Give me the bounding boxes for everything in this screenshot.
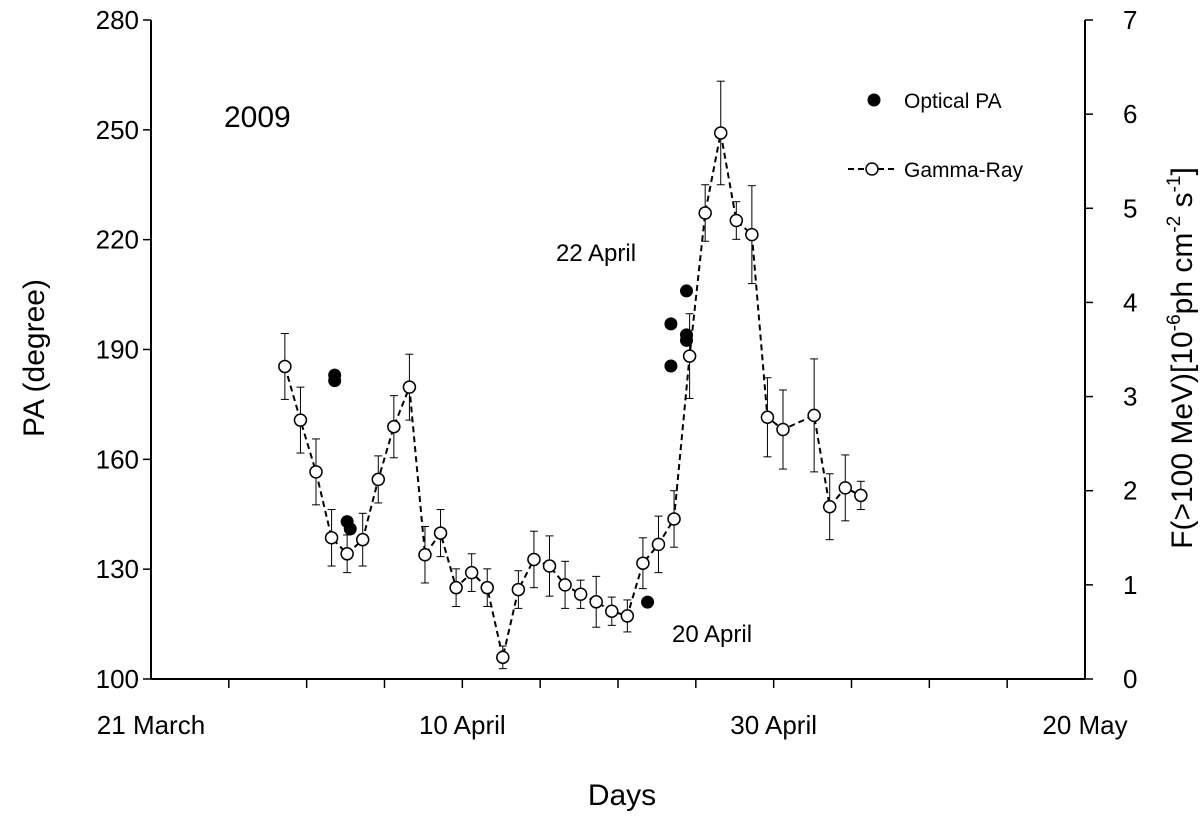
legend-optical-label: Optical PA	[904, 90, 1002, 113]
legend-optical-marker	[867, 93, 881, 107]
y-right-title-pre: F(>100 MeV)[10	[1166, 331, 1199, 549]
y-right-tick-label: 5	[1123, 193, 1137, 223]
gamma-ray-line	[283, 132, 862, 658]
optical-pa-point	[679, 333, 693, 347]
optical-pa-point	[641, 595, 655, 609]
gamma-ray-point	[760, 410, 775, 425]
y-right-title-exp1: -6	[1164, 314, 1185, 331]
gamma-ray-point	[667, 512, 681, 526]
y-axis-right-title: F(>100 MeV)[10-6ph cm-2 s-1]	[1164, 167, 1199, 549]
gamma-ray-point	[387, 419, 401, 434]
year-label: 2009	[224, 101, 291, 134]
gamma-ray-point	[511, 582, 526, 597]
gamma-ray-point	[682, 349, 697, 363]
optical-pa-point	[664, 359, 678, 373]
y-right-title-exp2: -2	[1164, 216, 1185, 233]
gamma-ray-point	[480, 580, 494, 595]
optical-pa-point	[664, 317, 678, 331]
y-right-tick-label: 4	[1123, 287, 1137, 317]
y-right-tick-label: 0	[1123, 664, 1137, 694]
gamma-ray-point	[698, 206, 712, 220]
gamma-ray-point	[449, 580, 463, 595]
y-right-title-mid: ph cm	[1166, 233, 1199, 315]
data-layer	[278, 80, 868, 670]
gamma-ray-point	[776, 422, 790, 437]
gamma-ray-point	[620, 609, 635, 623]
gamma-ray-point	[822, 499, 837, 514]
gamma-ray-point	[371, 472, 386, 487]
x-tick-label: 20 May	[1042, 710, 1127, 740]
gamma-ray-point	[496, 650, 510, 665]
y-left-tick-label: 130	[96, 554, 139, 584]
gamma-ray-point	[340, 547, 354, 561]
optical-pa-point	[343, 522, 357, 536]
gamma-ray-point	[838, 481, 853, 495]
gamma-ray-point	[713, 126, 728, 140]
optical-pa-point	[328, 374, 342, 388]
y-right-title-post: ]	[1166, 167, 1199, 175]
x-tick-label: 30 April	[730, 710, 817, 740]
gamma-ray-point	[402, 380, 417, 394]
y-right-title-mid2: s	[1166, 192, 1199, 215]
gamma-ray-point	[651, 537, 666, 552]
gamma-ray-point	[589, 595, 603, 609]
gamma-ray-point	[293, 413, 308, 427]
legend: Optical PA Gamma-Ray	[848, 90, 1024, 182]
gamma-ray-point	[745, 227, 759, 242]
gamma-ray-point	[464, 565, 479, 580]
legend-gamma-label: Gamma-Ray	[904, 159, 1024, 182]
gamma-ray-point	[324, 531, 339, 545]
y-right-tick-label: 1	[1123, 570, 1137, 600]
annotation-20-april: 20 April	[672, 621, 752, 648]
gamma-ray-point	[278, 359, 292, 374]
y-right-tick-label: 3	[1123, 382, 1137, 412]
x-axis-title: Days	[588, 779, 656, 812]
gamma-ray-point	[807, 408, 821, 423]
annotation-22-april: 22 April	[556, 240, 636, 267]
gamma-ray-point	[433, 526, 448, 540]
y-left-tick-label: 250	[96, 115, 139, 145]
gamma-ray-point	[309, 465, 323, 479]
gamma-ray-point	[542, 559, 557, 573]
gamma-ray-point	[355, 532, 370, 547]
axes-layer: 100 130 160 190 220 250 280 0 1 2 3 4 5 6 7 21 March 10 …	[96, 5, 1138, 740]
y-right-tick-label: 7	[1123, 5, 1137, 35]
gamma-ray-point	[605, 604, 619, 618]
gamma-ray-point	[573, 587, 588, 602]
gamma-ray-point	[636, 556, 650, 570]
y-left-tick-label: 220	[96, 225, 139, 255]
legend-gamma-marker	[865, 162, 879, 176]
y-right-tick-label: 2	[1123, 476, 1137, 506]
x-tick-label: 10 April	[419, 710, 506, 740]
y-left-tick-label: 190	[96, 335, 139, 365]
gamma-ray-point	[418, 547, 432, 562]
gamma-ray-point	[729, 213, 744, 228]
x-tick-label: 21 March	[97, 710, 205, 740]
y-axis-left-title: PA (degree)	[18, 279, 51, 437]
y-right-title-exp3: -1	[1164, 175, 1185, 192]
y-right-tick-label: 6	[1123, 99, 1137, 129]
optical-pa-point	[679, 284, 693, 298]
gamma-ray-point	[527, 552, 541, 567]
y-left-tick-label: 160	[96, 444, 139, 474]
gamma-ray-point	[558, 578, 572, 592]
y-left-tick-label: 280	[96, 5, 139, 35]
gamma-ray-point	[854, 488, 868, 503]
y-left-tick-label: 100	[96, 664, 139, 694]
